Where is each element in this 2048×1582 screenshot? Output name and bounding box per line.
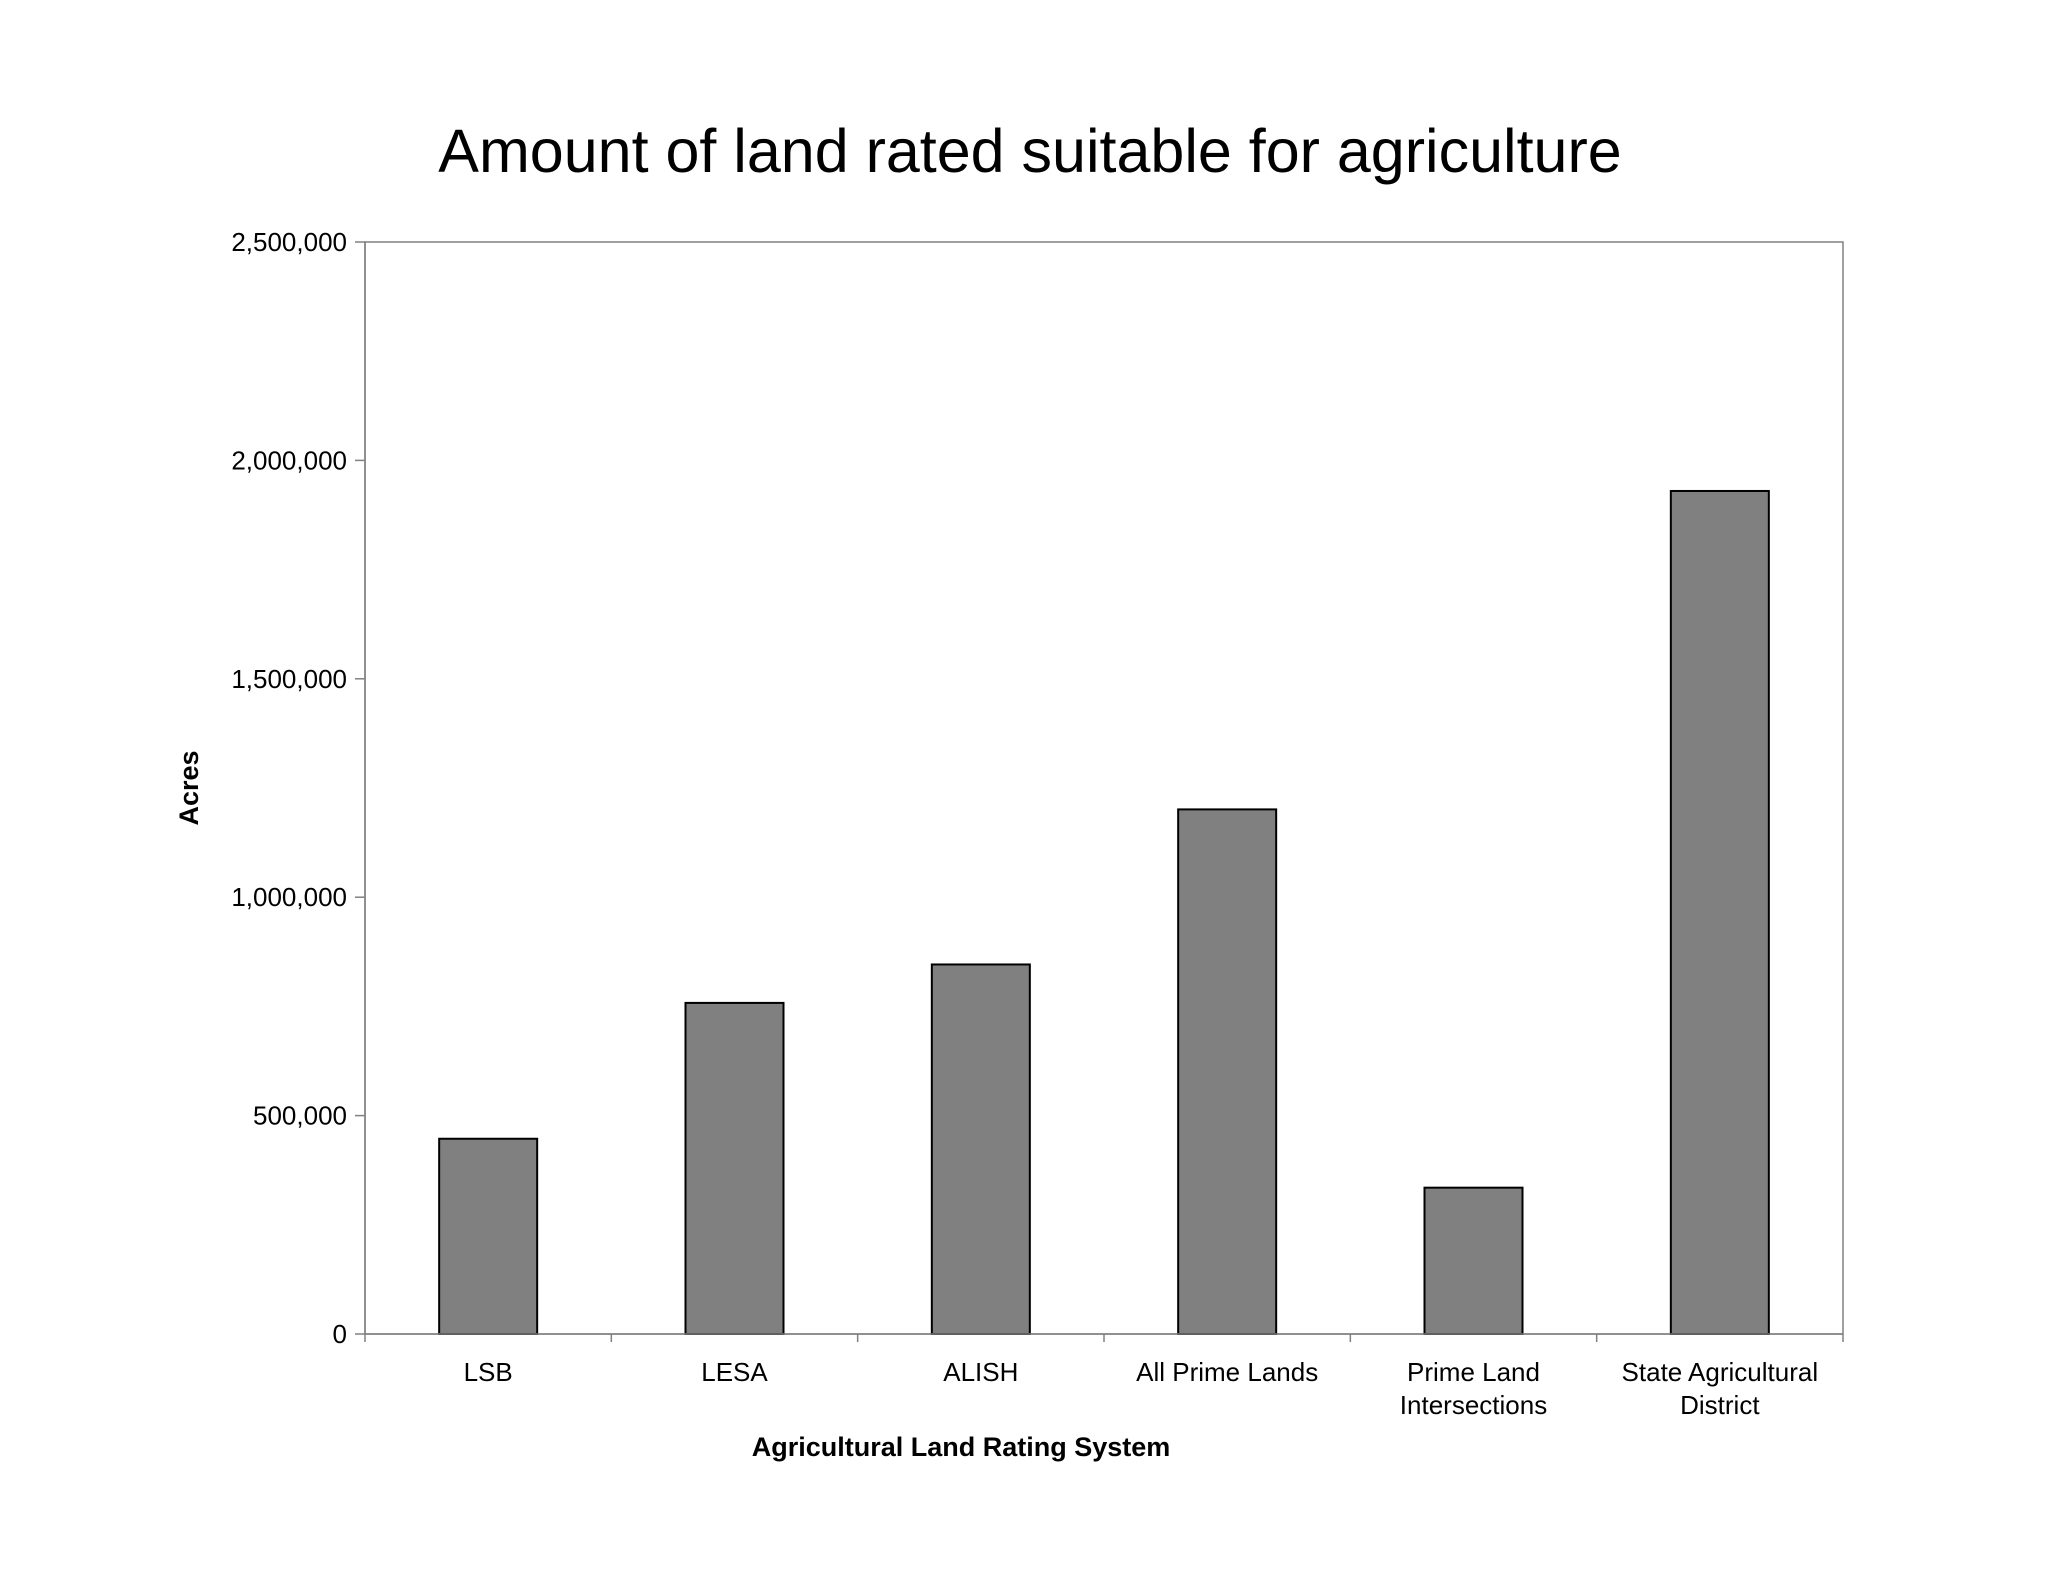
bar [438, 1137, 539, 1335]
x-axis: LSB LESA ALISH All Prime Lands Prime Land Int… [364, 1333, 1844, 1420]
bar [1669, 489, 1770, 1335]
y-axis: 0 500,000 1,000,000 1,500,000 2,000,000 2,500… [231, 227, 366, 1349]
plot-border [364, 241, 1844, 1335]
y-axis-title: Acres [174, 750, 204, 825]
bar-series [438, 489, 1770, 1336]
y-tick-label: 1,500,000 [231, 664, 347, 694]
x-tick-label: ALISH [943, 1357, 1018, 1387]
bar [1177, 808, 1278, 1335]
bar [684, 1001, 785, 1335]
plot-area [364, 241, 1844, 1335]
y-tick-label: 0 [333, 1319, 347, 1349]
x-axis-title: Agricultural Land Rating System [752, 1432, 1171, 1462]
y-tick-label: 2,500,000 [231, 227, 347, 257]
y-tick-label: 500,000 [253, 1101, 347, 1131]
y-tick-label: 2,000,000 [231, 445, 347, 475]
chart-title: Amount of land rated suitable for agricu… [438, 117, 1621, 185]
y-tick-label: 1,000,000 [231, 882, 347, 912]
x-tick-label: All Prime Lands [1136, 1357, 1318, 1387]
x-tick-label: Prime Land Intersections [1400, 1357, 1547, 1420]
x-tick-label: LSB [464, 1357, 513, 1387]
x-tick-label: LESA [701, 1357, 768, 1387]
x-tick-label: State Agricultural District [1622, 1357, 1819, 1420]
bar [1423, 1186, 1524, 1335]
bar [930, 963, 1031, 1336]
